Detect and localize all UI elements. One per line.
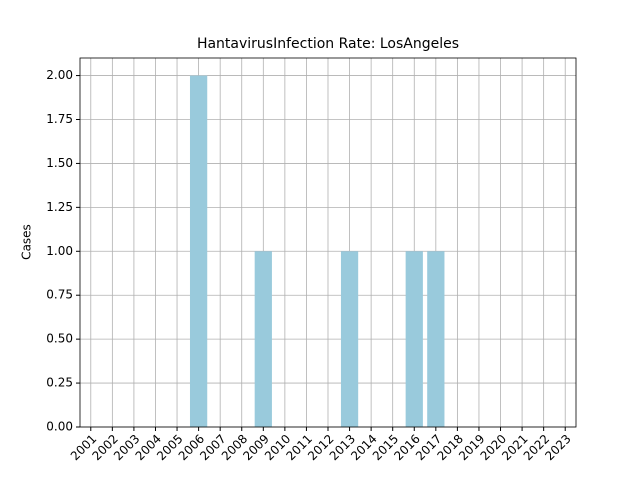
y-tick-label: 1.25 [46,200,73,214]
y-tick-label: 2.00 [46,68,73,82]
y-tick-label: 0.00 [46,420,73,434]
bar [340,251,359,427]
y-tick-label: 1.00 [46,244,73,258]
bar [427,251,445,427]
y-axis-label: Cases [20,224,34,260]
bar [405,251,423,427]
x-axis-label: Year [314,479,340,480]
bar [189,75,208,428]
plot-frame [79,57,577,428]
y-tick-label: 0.50 [46,332,73,346]
chart-title: HantavirusInfection Rate: LosAngeles [197,36,459,52]
y-tick-label: 1.75 [46,112,73,126]
bar [254,251,272,427]
y-tick-label: 1.50 [46,156,73,170]
y-tick-label: 0.75 [46,288,73,302]
y-tick-label: 0.25 [46,376,73,390]
